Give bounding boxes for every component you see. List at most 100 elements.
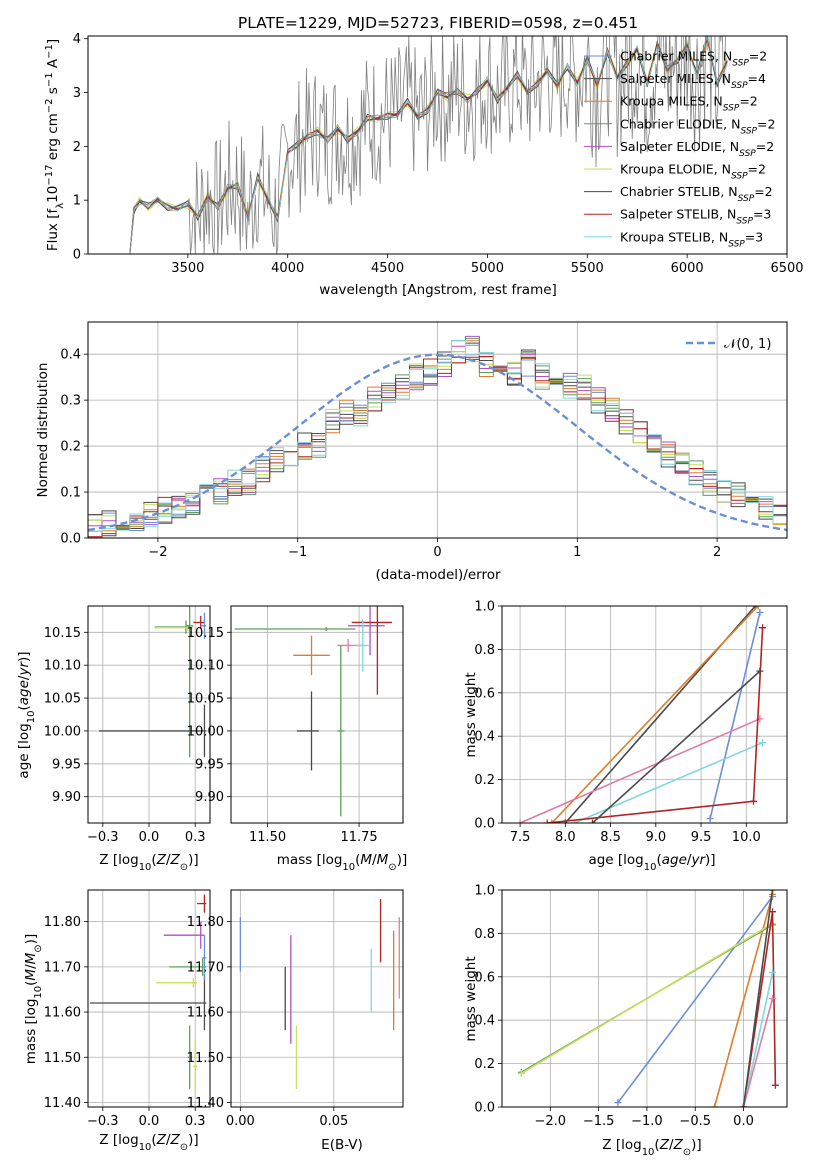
y-tick-label: 0.4 xyxy=(60,348,81,363)
y-tick-label: 0.6 xyxy=(474,970,495,985)
weight-line-4 xyxy=(574,741,763,823)
x-tick-label: 2 xyxy=(713,545,721,560)
y-tick-label: 11.50 xyxy=(44,1051,81,1066)
spectrum-ylabel: Flux [fλ10−17 erg cm−2 s−1 A−1] xyxy=(44,39,66,251)
plot-frame xyxy=(501,605,788,824)
legend-label-1: Salpeter MILES, NSSP=4 xyxy=(620,71,766,91)
plot-frame xyxy=(501,889,788,1108)
y-tick-label: 11.50 xyxy=(187,1051,224,1066)
weight-marker xyxy=(516,819,524,823)
normal-curve xyxy=(88,353,787,532)
x-tick-label: −0.3 xyxy=(87,1114,119,1129)
y-tick-label: 0.0 xyxy=(474,1101,495,1116)
x-tick-label: 0 xyxy=(433,545,441,560)
x-tick-label: 0.0 xyxy=(139,830,160,845)
x-tick-label: −1.0 xyxy=(631,1114,663,1129)
y-tick-label: 0.4 xyxy=(474,1014,495,1029)
mass-weight-vs-z-xlabel: Z [log10(Z/Z⊙)] xyxy=(602,1137,701,1158)
weight-marker xyxy=(588,819,596,823)
weight-marker xyxy=(759,739,767,747)
weight-marker xyxy=(769,890,777,894)
errorbar-clip-group xyxy=(239,899,400,1089)
age-vs-mass-xlabel: mass [log10(M/M⊙)] xyxy=(277,852,407,873)
age-vs-z-panel: −0.3 0.0 0.3 9.90 9.95 10.00 10.05 10.10 10.15 xyxy=(44,605,211,845)
x-tick-label: 5500 xyxy=(571,261,604,276)
weight-line-5 xyxy=(742,972,774,1107)
weight-marker xyxy=(517,1069,525,1077)
legend-label-8: Kroupa STELIB, NSSP=3 xyxy=(620,229,763,249)
legend-label-5: Kroupa ELODIE, NSSP=2 xyxy=(620,162,766,182)
x-tick-label: −2 xyxy=(148,545,167,560)
y-tick-label: 0.8 xyxy=(474,643,495,658)
y-tick-label: 10.15 xyxy=(44,626,81,641)
legend-label-6: Chabrier STELIB, NSSP=2 xyxy=(620,184,773,204)
errorbar-clip-group xyxy=(99,606,207,758)
mass-vs-z-panel: −0.3 0.0 0.3 11.40 11.50 11.60 11.70 11.80 xyxy=(44,889,211,1129)
weight-line-6 xyxy=(742,998,774,1107)
age-vs-z-ylabel: age [log10(age/yr)] xyxy=(16,651,37,778)
legend-label-7: Salpeter STELIB, NSSP=3 xyxy=(620,207,771,227)
weight-marker xyxy=(548,819,556,823)
mass-weight-vs-z-panel: −2.0 −1.5 −1.0 −0.5 0.0 0.0 0.2 0.4 0.6 0.8 1.0 xyxy=(474,884,788,1129)
x-tick-label: −1 xyxy=(288,545,307,560)
x-tick-label: 8.0 xyxy=(555,830,576,845)
y-tick-label: 11.70 xyxy=(187,960,224,975)
mass-weight-vs-age-ylabel: mass weight xyxy=(463,672,479,757)
y-tick-label: 10.00 xyxy=(187,724,224,739)
y-tick-label: 1 xyxy=(73,194,81,209)
weight-marker xyxy=(706,815,714,823)
errorbar-clip-group xyxy=(234,606,393,817)
spectrum-xlabel: wavelength [Angstrom, rest frame] xyxy=(319,282,557,298)
age-vs-mass-panel: 11.50 11.75 9.90 9.95 10.00 10.05 10.10 10.15 xyxy=(187,605,404,845)
mass-weight-vs-z-ylabel: mass weight xyxy=(463,956,479,1041)
legend-label-0: Chabrier MILES, NSSP=2 xyxy=(620,49,767,69)
x-tick-label: 0.05 xyxy=(319,1114,348,1129)
y-tick-label: 0.2 xyxy=(474,1057,495,1072)
weight-marker xyxy=(756,667,764,675)
plot-frame xyxy=(87,321,788,539)
residual-xlabel: (data-model)/error xyxy=(375,567,501,583)
weight-line-0 xyxy=(709,612,761,819)
x-tick-label: 10.0 xyxy=(732,830,761,845)
x-tick-label: 9.0 xyxy=(645,830,666,845)
x-tick-label: −2.0 xyxy=(535,1114,567,1129)
y-tick-label: 11.70 xyxy=(44,960,81,975)
weight-marker xyxy=(756,609,764,617)
x-tick-label: 4000 xyxy=(271,261,304,276)
y-tick-label: 0.2 xyxy=(60,440,81,455)
weight-marker xyxy=(769,995,777,1002)
x-tick-label: 6000 xyxy=(671,261,704,276)
x-tick-label: 1 xyxy=(573,545,581,560)
legend-label-2: Kroupa MILES, NSSP=2 xyxy=(620,94,758,114)
x-tick-label: −0.5 xyxy=(679,1114,711,1129)
line-clip-group xyxy=(517,890,779,1107)
histogram-8 xyxy=(88,340,787,532)
y-tick-label: 11.60 xyxy=(44,1006,81,1021)
y-tick-label: 10.10 xyxy=(44,659,81,674)
plot-frame xyxy=(87,35,788,255)
y-tick-label: 0.3 xyxy=(60,394,81,409)
legend-normal-label: 𝒩(0, 1) xyxy=(724,337,771,352)
y-tick-label: 0.0 xyxy=(474,817,495,832)
plot-frame xyxy=(87,889,211,1108)
weight-line-6 xyxy=(591,670,761,823)
data-spectrum-line xyxy=(129,36,726,254)
y-tick-label: 11.80 xyxy=(187,915,224,930)
y-tick-label: 10.10 xyxy=(187,659,224,674)
x-tick-label: 9.5 xyxy=(691,830,712,845)
x-tick-label: 11.75 xyxy=(340,830,377,845)
y-tick-label: 0.2 xyxy=(474,773,495,788)
x-tick-label: 3500 xyxy=(171,261,204,276)
y-tick-label: 11.60 xyxy=(187,1006,224,1021)
weight-marker xyxy=(711,1103,719,1107)
y-tick-label: 9.90 xyxy=(195,790,224,805)
y-tick-label: 0 xyxy=(73,248,81,263)
svg-text:Z [log10(Z/Z⊙)]: Z [log10(Z/Z⊙)] xyxy=(602,1137,701,1158)
figure-title: PLATE=1229, MJD=52723, FIBERID=0598, z=0… xyxy=(238,14,638,32)
weight-line-7 xyxy=(742,890,774,1107)
spectrum-panel: 3500 4000 4500 5000 5500 6000 6500 0 1 2 3 4 Chabrie… xyxy=(73,32,804,276)
residual-ylabel: Normed distribution xyxy=(35,363,51,498)
weight-marker xyxy=(771,1081,779,1089)
x-tick-label: 8.5 xyxy=(600,830,621,845)
